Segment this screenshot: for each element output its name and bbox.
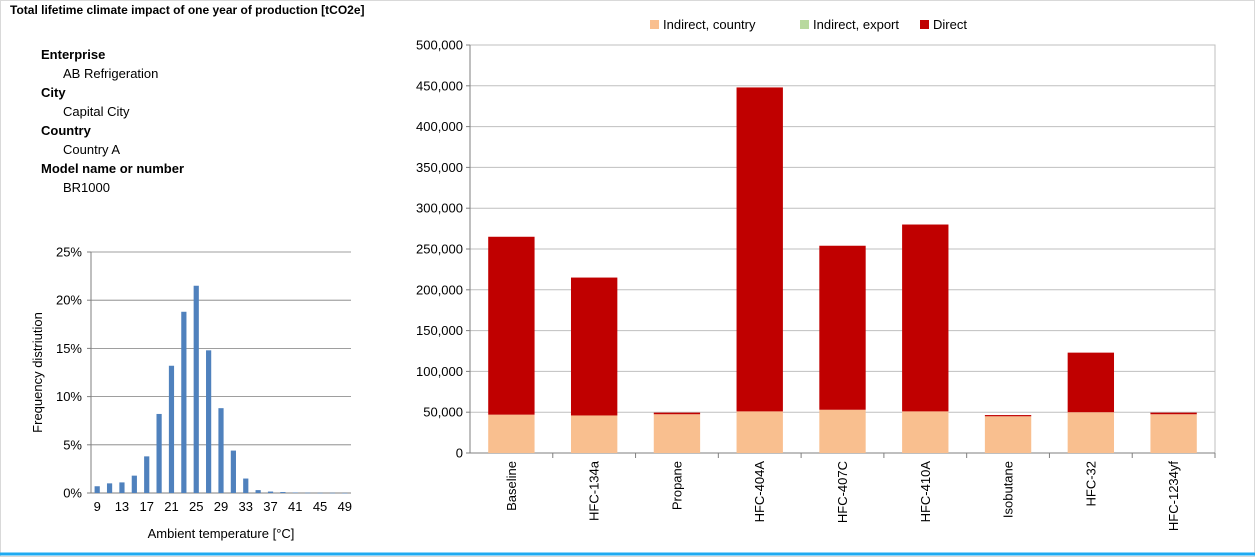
bar-segment	[570, 277, 618, 416]
x-tick-label: 37	[263, 499, 277, 514]
bar-segment	[653, 414, 701, 453]
histogram-bar	[317, 492, 323, 494]
bar-segment	[1150, 414, 1197, 453]
bar-segment	[736, 87, 783, 412]
legend-label: Indirect, country	[663, 17, 756, 32]
x-tick-label: 49	[338, 499, 352, 514]
x-tick-label: 45	[313, 499, 327, 514]
histogram-bar	[243, 478, 249, 493]
histogram-bar	[181, 311, 187, 493]
bar-segment	[819, 409, 866, 453]
x-tick-label: HFC-134a	[587, 460, 602, 521]
bar-segment	[819, 245, 866, 410]
histogram-bar	[267, 491, 274, 493]
y-tick-label: 300,000	[416, 201, 463, 216]
enterprise-value: AB Refrigeration	[63, 66, 159, 81]
x-tick-label: 9	[94, 499, 101, 514]
x-tick-label: 17	[139, 499, 153, 514]
histogram-bar	[206, 350, 212, 493]
y-tick-label: 20%	[56, 293, 82, 308]
histogram-bar	[193, 285, 199, 493]
y-tick-label: 250,000	[416, 242, 463, 257]
x-tick-label: HFC-1234yf	[1166, 461, 1181, 531]
x-tick-label: HFC-404A	[752, 461, 767, 523]
country-label: Country	[41, 123, 91, 138]
info-panel: Enterprise AB Refrigeration City Capital…	[41, 45, 184, 197]
histogram-bar	[230, 450, 236, 493]
y-tick-label: 5%	[63, 437, 82, 452]
bar-segment	[902, 224, 949, 412]
y-tick-label: 50,000	[423, 405, 463, 420]
x-tick-label: 21	[164, 499, 178, 514]
bar-segment	[570, 415, 618, 453]
y-tick-label: 400,000	[416, 119, 463, 134]
legend-swatch	[650, 20, 659, 29]
histogram-bar	[106, 483, 113, 493]
bar-segment	[1067, 352, 1115, 413]
stacked-bar-chart: 0 50,000 100,000 150,000 200,000 250,000 300,0…	[416, 17, 1216, 531]
page-title: Total lifetime climate impact of one yea…	[10, 3, 365, 17]
histogram-bar	[342, 492, 348, 494]
y-tick-label: 500,000	[416, 38, 463, 53]
x-tick-label: HFC-32	[1083, 461, 1098, 507]
legend-label: Direct	[933, 17, 967, 32]
bar-segment	[736, 411, 783, 453]
enterprise-label: Enterprise	[41, 47, 106, 62]
y-tick-label: 0	[456, 446, 463, 461]
legend-swatch	[800, 20, 809, 29]
legend-swatch	[920, 20, 929, 29]
histogram-bar	[305, 492, 311, 494]
y-tick-label: 15%	[56, 341, 82, 356]
histogram-bar	[218, 408, 224, 493]
histogram-bar	[156, 413, 162, 493]
y-tick-label: 25%	[56, 245, 82, 260]
bar-segment	[902, 411, 949, 453]
bar-segment	[984, 416, 1032, 453]
y-tick-label: 150,000	[416, 323, 463, 338]
y-axis-title: Frequency distriution	[30, 312, 45, 433]
x-tick-label: 41	[288, 499, 302, 514]
histogram-bar	[255, 490, 261, 493]
histogram-bar	[94, 486, 100, 493]
x-tick-label: 13	[115, 499, 129, 514]
histogram-bar	[131, 475, 137, 493]
bar-segment	[488, 414, 535, 453]
histogram-bar	[119, 482, 125, 493]
bar-segment	[653, 412, 701, 415]
histogram-bar	[144, 456, 150, 493]
temperature-histogram: 0% 5% 10% 15% 20% 25% 9 13 17 21 25 29 33 37 41 45 49 Amb…	[30, 245, 352, 542]
x-tick-label: HFC-407C	[835, 461, 850, 523]
legend-label: Indirect, export	[813, 17, 899, 32]
x-tick-label: 29	[214, 499, 228, 514]
city-label: City	[41, 85, 66, 100]
city-value: Capital City	[63, 104, 130, 119]
country-value: Country A	[63, 142, 121, 157]
histogram-bar	[329, 492, 336, 494]
y-tick-label: 0%	[63, 486, 82, 501]
model-value: BR1000	[63, 180, 110, 195]
y-tick-label: 10%	[56, 389, 82, 404]
bar-segment	[1067, 412, 1115, 453]
bar-segment	[984, 415, 1032, 417]
y-tick-label: 450,000	[416, 78, 463, 93]
y-tick-label: 200,000	[416, 282, 463, 297]
x-tick-label: 33	[239, 499, 253, 514]
y-tick-label: 350,000	[416, 160, 463, 175]
x-tick-label: 25	[189, 499, 203, 514]
x-tick-label: Isobutane	[1001, 461, 1016, 518]
x-tick-label: Baseline	[504, 461, 519, 511]
histogram-bar	[280, 492, 286, 493]
histogram-bar	[292, 492, 298, 494]
x-tick-label: HFC-410A	[918, 461, 933, 523]
x-tick-label: Propane	[669, 461, 684, 510]
x-axis-title: Ambient temperature [°C]	[148, 526, 295, 541]
bar-segment	[1150, 412, 1197, 415]
model-label: Model name or number	[41, 161, 185, 176]
y-tick-label: 100,000	[416, 364, 463, 379]
histogram-bar	[168, 365, 175, 493]
bar-segment	[488, 236, 535, 415]
